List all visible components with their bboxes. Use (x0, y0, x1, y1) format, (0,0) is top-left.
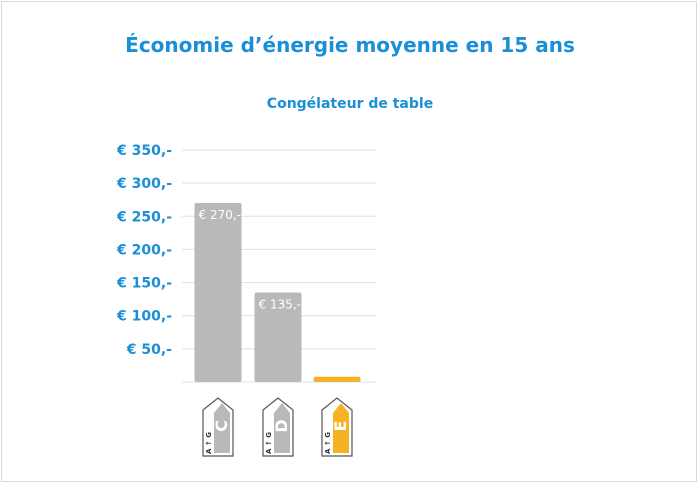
energy-label-fill (274, 403, 290, 453)
y-tick-label: € 250,- (116, 209, 172, 225)
bar-c (194, 203, 242, 382)
energy-label-fill (214, 403, 230, 453)
energy-label-fill (333, 403, 349, 453)
energy-scale-text: A ↑ G (265, 432, 273, 454)
y-tick-label: € 350,- (116, 143, 172, 159)
energy-scale-text: A ↑ G (205, 432, 213, 454)
data-label: € 135,- (259, 298, 302, 312)
energy-class-letter: D (272, 419, 291, 432)
y-tick-label: € 200,- (116, 242, 172, 258)
bar-e (313, 376, 361, 382)
energy-class-letter: C (212, 420, 231, 432)
y-tick-label: € 50,- (126, 342, 172, 358)
energy-scale-text: A ↑ G (324, 432, 332, 454)
energy-class-letter: E (331, 421, 350, 432)
y-tick-label: € 300,- (116, 176, 172, 192)
chart-title: Économie d’énergie moyenne en 15 ans (125, 33, 575, 57)
data-label: € 270,- (199, 208, 242, 222)
y-tick-label: € 150,- (116, 276, 172, 292)
bar-d (254, 292, 302, 382)
y-tick-label: € 100,- (116, 309, 172, 325)
chart-subtitle: Congélateur de table (266, 96, 434, 112)
